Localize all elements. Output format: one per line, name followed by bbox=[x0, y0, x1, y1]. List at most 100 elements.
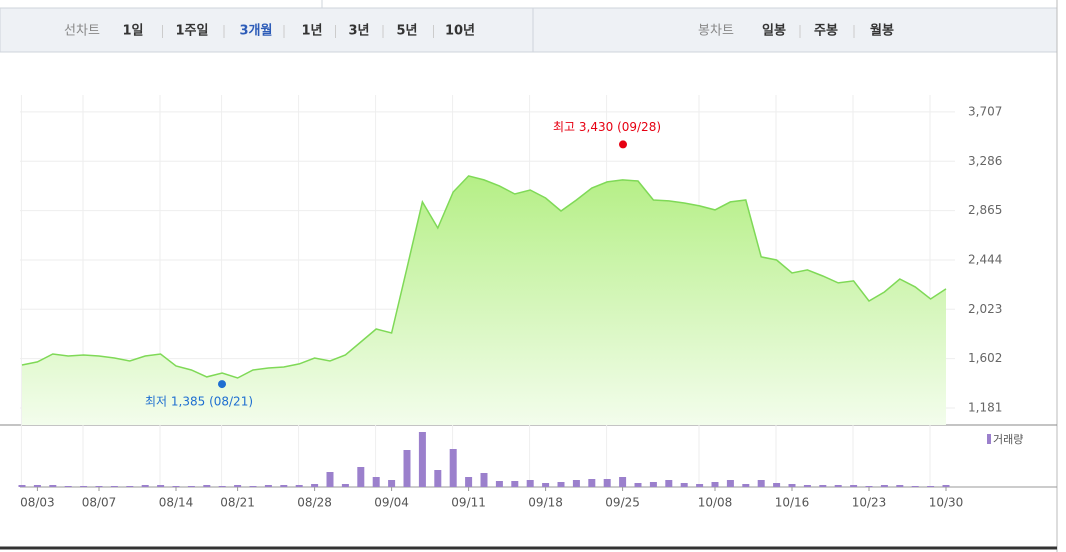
y-tick-label: 1,181 bbox=[968, 401, 1002, 415]
volume-bar bbox=[465, 477, 473, 487]
volume-bar bbox=[819, 485, 827, 487]
volume-bar bbox=[696, 484, 704, 487]
legend-swatch bbox=[987, 434, 991, 444]
volume-bar bbox=[726, 480, 734, 487]
x-tick-label: 09/04 bbox=[374, 496, 409, 510]
volume-bar bbox=[357, 467, 365, 487]
volume-bar bbox=[649, 482, 657, 487]
volume-bar bbox=[619, 477, 627, 487]
x-tick-label: 09/18 bbox=[528, 496, 563, 510]
volume-bar bbox=[850, 485, 858, 487]
x-tick-label: 10/08 bbox=[698, 496, 733, 510]
legend-label: 거래량 bbox=[993, 433, 1023, 446]
period-tab[interactable]: 3년 bbox=[348, 24, 369, 39]
volume-bar bbox=[588, 479, 596, 487]
volume-bar bbox=[511, 481, 519, 487]
period-tab[interactable]: 3개월 bbox=[240, 23, 273, 39]
x-tick-label: 10/30 bbox=[929, 496, 964, 510]
volume-bar bbox=[634, 483, 642, 487]
volume-bar bbox=[234, 485, 242, 487]
x-tick-label: 08/21 bbox=[220, 496, 255, 510]
volume-bar bbox=[665, 480, 673, 487]
candle-tab[interactable]: 월봉 bbox=[870, 23, 894, 39]
x-tick-label: 09/25 bbox=[605, 496, 640, 510]
period-tab[interactable]: 1년 bbox=[301, 24, 322, 39]
volume-bar bbox=[218, 486, 226, 487]
volume-bar bbox=[80, 486, 88, 487]
volume-bar bbox=[172, 486, 180, 487]
volume-bar bbox=[480, 473, 488, 487]
volume-bar bbox=[95, 486, 103, 487]
volume-bar bbox=[757, 480, 765, 487]
volume-bar bbox=[295, 485, 303, 487]
volume-bar bbox=[126, 486, 134, 487]
volume-bar bbox=[603, 479, 611, 487]
volume-bar bbox=[526, 480, 534, 487]
volume-bar bbox=[249, 486, 257, 487]
volume-bar bbox=[264, 485, 272, 487]
period-tab[interactable]: 1주일 bbox=[176, 24, 209, 39]
price-line bbox=[21, 175, 947, 379]
volume-bar bbox=[803, 485, 811, 487]
volume-bar bbox=[942, 485, 950, 487]
volume-bar bbox=[33, 485, 41, 487]
extreme-marker bbox=[218, 380, 226, 389]
x-tick-label: 10/16 bbox=[775, 496, 810, 510]
volume-bar bbox=[280, 485, 288, 487]
volume-bar bbox=[187, 486, 195, 487]
volume-bar bbox=[773, 483, 781, 487]
volume-bar bbox=[418, 432, 426, 487]
tab-label: 봉차트 bbox=[698, 24, 734, 39]
period-tab[interactable]: 5년 bbox=[396, 24, 417, 39]
volume-bar bbox=[880, 485, 888, 487]
volume-bar bbox=[495, 481, 503, 487]
y-tick-label: 1,602 bbox=[968, 351, 1002, 365]
volume-bar bbox=[711, 482, 719, 487]
x-tick-label: 09/11 bbox=[451, 496, 486, 510]
volume-bar bbox=[403, 450, 411, 487]
volume-bar bbox=[388, 480, 396, 487]
volume-bar bbox=[542, 483, 550, 487]
x-tick-label: 10/23 bbox=[852, 496, 887, 510]
volume-bar bbox=[157, 485, 165, 487]
volume-bar bbox=[927, 486, 935, 487]
volume-bar bbox=[449, 449, 457, 487]
annotation: 최저 1,385 (08/21) bbox=[145, 395, 253, 409]
x-tick-label: 08/03 bbox=[20, 496, 55, 510]
volume-bar bbox=[557, 482, 565, 487]
x-tick-label: 08/14 bbox=[159, 496, 194, 510]
volume-bar bbox=[141, 485, 149, 487]
y-tick-label: 2,865 bbox=[968, 203, 1002, 217]
volume-bar bbox=[865, 486, 873, 487]
volume-bar bbox=[311, 484, 319, 487]
volume-bar bbox=[680, 483, 688, 487]
x-tick-label: 08/28 bbox=[297, 496, 332, 510]
volume-bar bbox=[49, 485, 57, 487]
y-tick-label: 2,023 bbox=[968, 302, 1002, 316]
annotation: 최고 3,430 (09/28) bbox=[553, 120, 661, 134]
volume-bar bbox=[110, 486, 118, 487]
y-tick-label: 3,707 bbox=[968, 104, 1002, 118]
volume-bar bbox=[326, 472, 334, 487]
volume-bar bbox=[834, 485, 842, 487]
tab-bar bbox=[0, 7, 1058, 53]
price-area bbox=[22, 175, 946, 425]
candle-tab[interactable]: 일봉 bbox=[762, 24, 786, 39]
extreme-marker bbox=[619, 140, 627, 149]
x-tick-label: 08/07 bbox=[82, 496, 117, 510]
candle-tab[interactable]: 주봉 bbox=[814, 24, 838, 39]
volume-bar bbox=[911, 486, 919, 487]
y-tick-label: 2,444 bbox=[968, 252, 1002, 266]
volume-bar bbox=[341, 484, 349, 487]
period-tab[interactable]: 1일 bbox=[122, 24, 143, 39]
period-tab[interactable]: 10년 bbox=[445, 24, 475, 39]
volume-bar bbox=[788, 484, 796, 487]
volume-bar bbox=[434, 470, 442, 487]
y-tick-label: 3,286 bbox=[968, 154, 1002, 168]
volume-bar bbox=[64, 486, 72, 487]
volume-bar bbox=[742, 484, 750, 487]
volume-bar bbox=[203, 485, 211, 487]
volume-bar bbox=[372, 477, 380, 487]
volume-bar bbox=[18, 485, 26, 487]
